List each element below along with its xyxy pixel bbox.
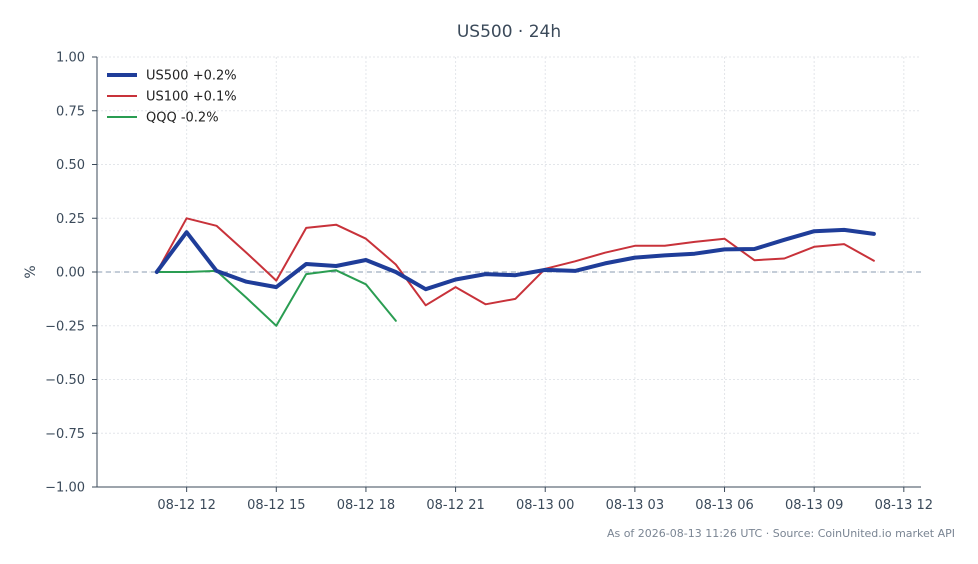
y-tick-label: 0.50 [56, 158, 85, 173]
legend-label: US100 +0.1% [146, 90, 237, 105]
x-tick-label: 08-13 03 [606, 498, 664, 513]
y-tick-label: 0.00 [56, 266, 85, 281]
source-footer: As of 2026-08-13 11:26 UTC · Source: Coi… [607, 527, 955, 540]
series-line-qqq [155, 269, 397, 327]
y-axis-label: % [23, 265, 39, 278]
y-tick-label: −1.00 [45, 481, 85, 496]
y-tick-label: −0.50 [45, 373, 85, 388]
x-tick-label: 08-12 21 [426, 498, 484, 513]
x-tick-label: 08-12 18 [337, 498, 395, 513]
y-tick-label: −0.75 [45, 427, 85, 442]
legend-label: US500 +0.2% [146, 69, 237, 84]
series-line-us500 [154, 227, 876, 292]
legend: US500 +0.2% US100 +0.1% QQQ -0.2% [107, 69, 237, 126]
series-line-us100 [155, 217, 875, 307]
x-tick-label: 08-13 09 [785, 498, 843, 513]
x-tick-label: 08-12 12 [157, 498, 215, 513]
legend-label: QQQ -0.2% [146, 111, 219, 126]
x-tick-label: 08-13 12 [875, 498, 933, 513]
x-tick-label: 08-13 06 [695, 498, 753, 513]
y-axis-ticks: 1.00 0.75 0.50 0.25 0.00 −0.25 −0.50 −0.75 −1.00 [45, 51, 97, 496]
y-tick-label: 1.00 [56, 51, 85, 66]
series-lines [154, 217, 876, 327]
x-axis-ticks: 08-12 12 08-12 15 08-12 18 08-12 21 08-13 00… [157, 487, 933, 513]
y-tick-label: 0.25 [56, 212, 85, 227]
y-tick-label: 0.75 [56, 104, 85, 119]
x-tick-label: 08-12 15 [247, 498, 305, 513]
chart-title: US500 · 24h [457, 22, 561, 42]
x-tick-label: 08-13 00 [516, 498, 574, 513]
y-tick-label: −0.25 [45, 319, 85, 334]
